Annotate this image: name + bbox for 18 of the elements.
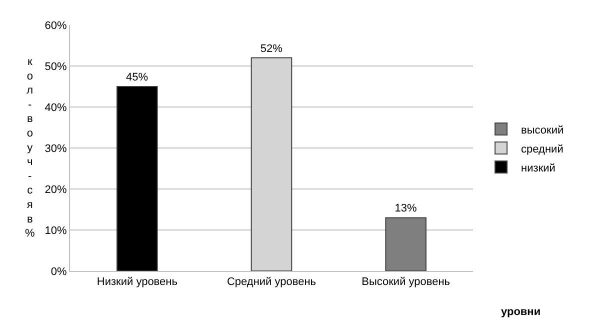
y-tick-label: 20% [44, 184, 68, 196]
y-tick-label: 0% [50, 266, 68, 278]
legend-label: средний [521, 143, 564, 156]
data-label: 13% [394, 202, 417, 215]
y-tick-label: 60% [44, 20, 68, 32]
y-tick-label: 10% [44, 224, 68, 237]
x-tick-label: Средний уровень [226, 276, 316, 288]
y-tick-label: 50% [44, 60, 68, 73]
data-label: 45% [126, 72, 148, 84]
x-tick-label: Высокий уровень [362, 276, 450, 288]
legend-label: низкий [521, 162, 556, 174]
legend-label: высокий [521, 124, 564, 136]
y-tick-label: 40% [44, 102, 68, 114]
text: кол-во уч-ся в % [25, 56, 35, 240]
y-tick-label: 30% [44, 142, 68, 155]
x-axis-title: уровни [501, 306, 541, 318]
x-tick-label: Низкий уровень [96, 276, 178, 288]
data-label: 52% [260, 42, 283, 55]
